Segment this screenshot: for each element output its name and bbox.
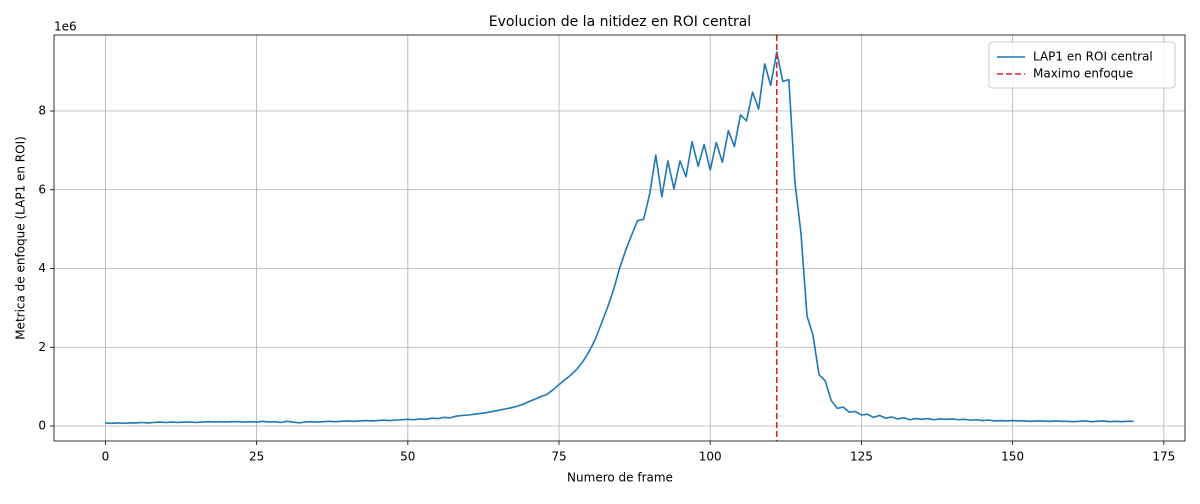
y-tick-label: 2 <box>38 340 46 354</box>
x-tick-label: 125 <box>850 450 873 464</box>
x-tick-label: 75 <box>551 450 566 464</box>
axes-frame <box>53 34 1186 442</box>
x-tick-label: 0 <box>102 450 110 464</box>
y-tick-label: 8 <box>38 104 46 118</box>
x-tick-label: 175 <box>1152 450 1175 464</box>
data-line <box>105 51 1134 425</box>
x-tick-label: 150 <box>1001 450 1024 464</box>
x-tick-label: 100 <box>699 450 722 464</box>
y-tick-label: 6 <box>38 182 46 196</box>
y-tick-label: 4 <box>38 261 46 275</box>
y-tick-label: 0 <box>38 419 46 433</box>
legend-label: LAP1 en ROI central <box>1033 50 1153 64</box>
y-offset-label: 1e6 <box>54 20 77 34</box>
x-tick-label: 50 <box>400 450 415 464</box>
legend-label: Maximo enfoque <box>1033 67 1133 81</box>
chart-title: Evolucion de la nitidez en ROI central <box>489 14 751 30</box>
y-axis-label: Metrica de enfoque (LAP1 en ROI) <box>14 136 28 340</box>
x-tick-label: 25 <box>249 450 264 464</box>
legend-box <box>988 41 1176 89</box>
x-axis-label: Numero de frame <box>567 471 673 485</box>
